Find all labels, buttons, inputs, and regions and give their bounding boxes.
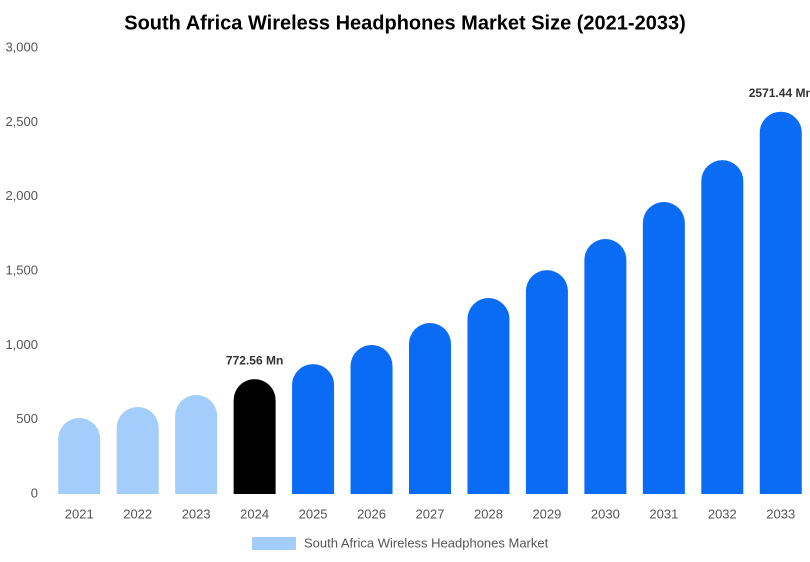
y-tick-label: 500 <box>16 411 38 426</box>
bar <box>584 239 627 494</box>
bar <box>116 407 159 494</box>
x-tick-label: 2028 <box>474 506 503 521</box>
legend-swatch <box>252 537 296 550</box>
bar <box>701 160 744 495</box>
data-label: 2571.44 Mn <box>749 86 810 100</box>
bar <box>409 323 451 494</box>
x-tick-label: 2022 <box>123 506 152 521</box>
data-label: 772.56 Mn <box>226 353 283 367</box>
chart-title: South Africa Wireless Headphones Market … <box>124 12 686 34</box>
x-tick-label: 2029 <box>532 506 561 521</box>
bar <box>175 394 218 494</box>
y-tick-label: 1,000 <box>5 337 38 352</box>
x-tick-label: 2033 <box>766 506 795 521</box>
legend-label: South Africa Wireless Headphones Market <box>304 535 549 550</box>
y-tick-label: 2,000 <box>5 188 38 203</box>
bar <box>642 202 685 494</box>
bar <box>233 379 276 494</box>
bar <box>525 270 568 494</box>
x-tick-label: 2024 <box>240 506 269 521</box>
x-tick-label: 2031 <box>649 506 678 521</box>
x-tick-label: 2021 <box>65 506 94 521</box>
bar <box>467 298 510 494</box>
x-tick-label: 2023 <box>182 506 211 521</box>
x-tick-label: 2026 <box>357 506 386 521</box>
x-tick-label: 2027 <box>416 506 445 521</box>
x-tick-label: 2030 <box>591 506 620 521</box>
bar <box>350 345 393 494</box>
y-tick-label: 3,000 <box>5 39 38 54</box>
x-tick-label: 2025 <box>299 506 328 521</box>
x-tick-label: 2032 <box>708 506 737 521</box>
bar <box>759 111 802 494</box>
legend: South Africa Wireless Headphones Market <box>252 535 549 550</box>
y-tick-label: 1,500 <box>5 262 38 277</box>
bar <box>292 364 335 494</box>
bar <box>58 418 101 494</box>
y-tick-label: 2,500 <box>5 114 38 129</box>
y-tick-label: 0 <box>31 485 38 500</box>
